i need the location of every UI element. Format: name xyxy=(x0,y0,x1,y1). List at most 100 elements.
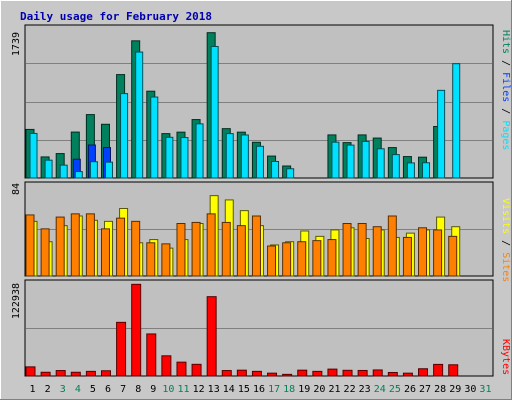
legend-sep: / xyxy=(500,234,511,252)
bar-sites-day-8 xyxy=(131,220,141,277)
bar-pages-day-9 xyxy=(150,96,159,179)
legend-top: Hits / Files / Pages xyxy=(500,30,511,150)
bar-kbytes-day-29 xyxy=(448,364,459,377)
day-label-18: 18 xyxy=(283,384,295,395)
bar-pages-day-3 xyxy=(59,164,68,179)
bar-pages-day-12 xyxy=(195,123,204,179)
bar-sites-day-11 xyxy=(176,223,186,277)
bar-sites-day-1 xyxy=(25,214,35,277)
bar-pages-day-7 xyxy=(120,93,129,179)
day-label-20: 20 xyxy=(313,384,325,395)
bar-kbytes-day-26 xyxy=(402,372,413,377)
day-label-4: 4 xyxy=(75,384,81,395)
day-labels: 1 2 3 4 5 6 7 8 9 10 11 12 13 14 15 16 17 18 19 20 21 22 23 24 2… xyxy=(30,384,492,395)
bar-sites-day-10 xyxy=(161,243,171,277)
bar-pages-day-8 xyxy=(135,51,144,179)
day-label-1: 1 xyxy=(30,384,36,395)
bar-pages-day-5 xyxy=(89,161,98,179)
bar-kbytes-day-14 xyxy=(221,370,232,377)
bar-pages-day-1 xyxy=(29,132,38,179)
bar-sites-day-17 xyxy=(267,245,277,277)
bar-kbytes-day-6 xyxy=(100,370,111,377)
day-label-31: 31 xyxy=(479,384,491,395)
day-label-24: 24 xyxy=(374,384,386,395)
day-label-15: 15 xyxy=(238,384,250,395)
bar-kbytes-day-20 xyxy=(312,370,323,377)
bar-kbytes-day-12 xyxy=(191,363,202,377)
day-label-6: 6 xyxy=(105,384,111,395)
bar-kbytes-day-17 xyxy=(267,372,278,377)
bar-kbytes-day-3 xyxy=(55,370,66,377)
day-label-2: 2 xyxy=(45,384,51,395)
bar-sites-day-5 xyxy=(85,213,95,277)
bar-sites-day-14 xyxy=(221,221,231,277)
bar-kbytes-day-22 xyxy=(342,369,353,377)
bar-pages-day-23 xyxy=(361,140,370,179)
bar-kbytes-day-25 xyxy=(387,371,398,377)
bar-kbytes-day-21 xyxy=(327,368,338,377)
bar-kbytes-day-27 xyxy=(418,368,429,377)
bar-sites-day-13 xyxy=(206,213,216,277)
day-label-29: 29 xyxy=(449,384,461,395)
legend-files: Files xyxy=(500,72,511,102)
day-label-3: 3 xyxy=(60,384,66,395)
bar-sites-day-20 xyxy=(312,240,322,277)
bar-kbytes-day-24 xyxy=(372,369,383,377)
chart-title: Daily usage for February 2018 xyxy=(20,10,212,23)
bar-pages-day-27 xyxy=(422,162,431,179)
bar-pages-day-4 xyxy=(74,171,83,179)
bar-kbytes-day-9 xyxy=(146,333,157,377)
bar-kbytes-day-28 xyxy=(433,363,444,377)
bar-kbytes-day-13 xyxy=(206,296,217,377)
bar-sites-day-4 xyxy=(70,213,80,277)
bar-kbytes-day-10 xyxy=(161,355,172,377)
bar-pages-day-29 xyxy=(452,63,461,179)
bar-sites-day-28 xyxy=(433,229,443,277)
bar-kbytes-day-11 xyxy=(176,361,187,377)
bar-pages-day-16 xyxy=(255,145,264,179)
panels xyxy=(24,24,494,377)
bar-pages-day-10 xyxy=(165,136,174,179)
bar-pages-day-25 xyxy=(391,154,400,179)
bar-pages-day-22 xyxy=(346,144,355,179)
legend-sep: / xyxy=(500,102,511,120)
bar-sites-day-29 xyxy=(448,235,458,277)
bar-pages-day-24 xyxy=(376,148,385,179)
legend-hits: Hits xyxy=(500,30,511,54)
ymax-label-visits: 84 xyxy=(11,183,22,195)
day-label-13: 13 xyxy=(208,384,220,395)
legend-pages: Pages xyxy=(500,120,511,150)
bar-sites-day-18 xyxy=(282,242,292,277)
bar-kbytes-day-15 xyxy=(236,369,247,377)
legend-visits: Visits xyxy=(500,198,511,234)
bar-sites-day-3 xyxy=(55,216,65,277)
day-label-8: 8 xyxy=(135,384,141,395)
day-label-10: 10 xyxy=(162,384,174,395)
ymax-label-kbytes: 122938 xyxy=(11,283,22,319)
legend-bottom: KBytes xyxy=(500,339,511,375)
bar-sites-day-27 xyxy=(418,227,428,277)
bar-pages-day-28 xyxy=(437,89,446,179)
bar-kbytes-day-2 xyxy=(40,371,51,377)
bar-sites-day-7 xyxy=(116,217,126,277)
bar-sites-day-22 xyxy=(342,223,352,277)
day-label-9: 9 xyxy=(150,384,156,395)
bar-pages-day-13 xyxy=(210,45,219,179)
bar-sites-day-6 xyxy=(100,228,110,277)
bar-kbytes-day-18 xyxy=(282,373,293,377)
bar-sites-day-2 xyxy=(40,228,50,277)
day-label-21: 21 xyxy=(328,384,340,395)
bar-sites-day-21 xyxy=(327,239,337,277)
bar-sites-day-26 xyxy=(402,236,412,277)
bar-pages-day-18 xyxy=(286,168,295,179)
day-label-26: 26 xyxy=(404,384,416,395)
ymax-label-hits: 1739 xyxy=(11,32,22,56)
bar-pages-day-6 xyxy=(104,161,113,179)
bar-pages-day-2 xyxy=(44,159,53,179)
bar-kbytes-day-8 xyxy=(131,283,142,377)
bar-kbytes-day-1 xyxy=(25,366,36,377)
day-label-19: 19 xyxy=(298,384,310,395)
bar-sites-day-16 xyxy=(251,215,261,277)
bar-sites-day-12 xyxy=(191,221,201,277)
bar-kbytes-day-16 xyxy=(251,370,262,377)
